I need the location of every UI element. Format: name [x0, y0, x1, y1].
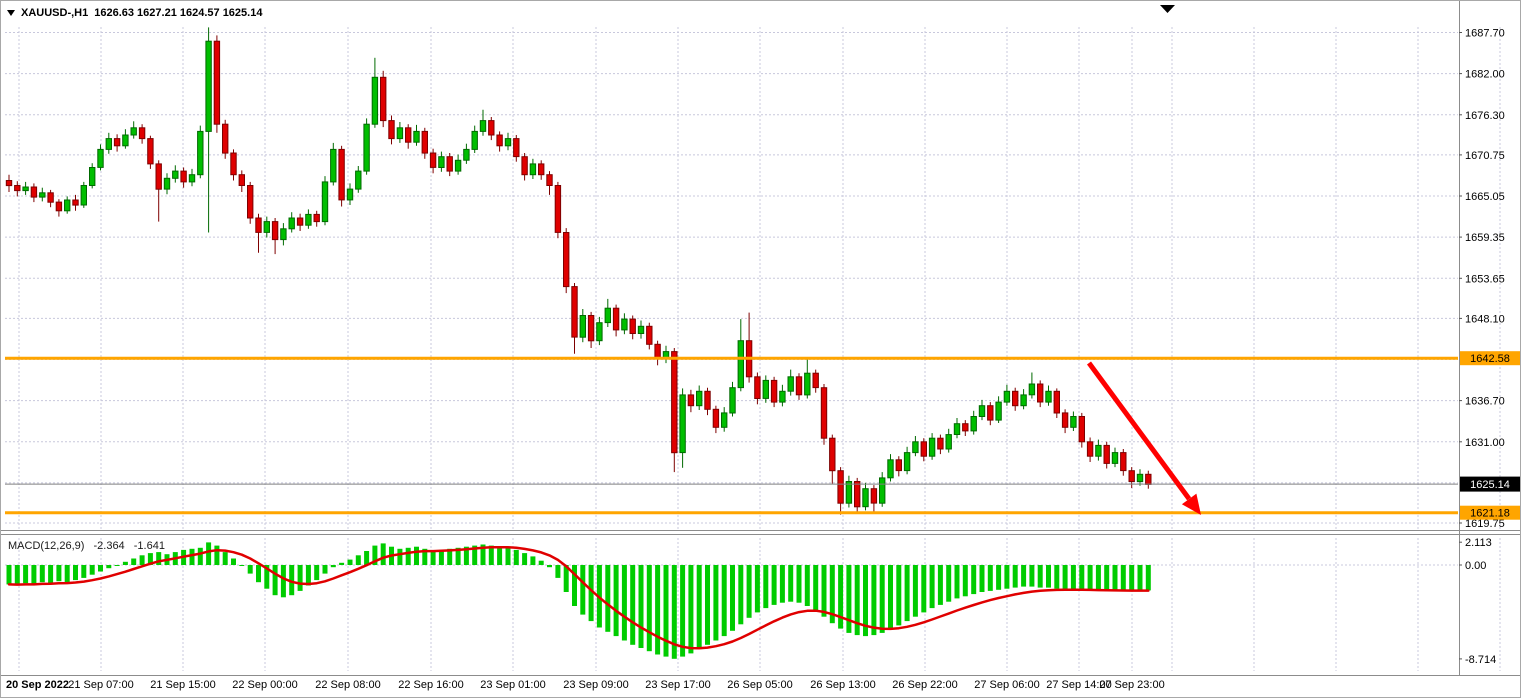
svg-text:1642.58: 1642.58	[1470, 353, 1510, 365]
svg-text:27 Sep 06:00: 27 Sep 06:00	[974, 679, 1039, 691]
panel-separators[interactable]	[1, 1, 1520, 676]
symbol-dropdown-icon[interactable]	[7, 10, 15, 16]
macd-value: -2.364	[93, 540, 125, 552]
svg-text:26 Sep 22:00: 26 Sep 22:00	[892, 679, 957, 691]
grid	[5, 27, 1501, 671]
chart-shift-icon[interactable]	[1160, 5, 1175, 13]
ohlc-readout: 1626.63 1627.21 1624.57 1625.14	[94, 7, 263, 19]
resistance-price-tag	[1460, 351, 1520, 366]
time-axis[interactable]: 20 Sep 2022 21 Sep 07:00 21 Sep 15:00 22 Se…	[6, 679, 1165, 691]
svg-text:2.113: 2.113	[1465, 537, 1492, 549]
svg-text:1687.70: 1687.70	[1465, 28, 1505, 40]
candlesticks	[5, 27, 1152, 515]
svg-text:1682.00: 1682.00	[1465, 69, 1505, 81]
svg-text:1653.65: 1653.65	[1465, 273, 1505, 285]
symbol-name: XAUUSD-,H1	[21, 7, 89, 19]
svg-text:1659.35: 1659.35	[1465, 232, 1505, 244]
symbol-label: XAUUSD-,H1 1626.63 1627.21 1624.57 1625.…	[7, 7, 262, 19]
macd-signal-line	[7, 545, 1150, 650]
macd-axis[interactable]: 2.113 0.00 -8.714	[1459, 537, 1496, 666]
svg-text:23 Sep 17:00: 23 Sep 17:00	[645, 679, 710, 691]
svg-text:22 Sep 00:00: 22 Sep 00:00	[232, 679, 297, 691]
svg-text:1670.75: 1670.75	[1465, 150, 1505, 162]
macd-histogram	[6, 542, 1151, 659]
svg-text:1665.05: 1665.05	[1465, 191, 1505, 203]
macd-name: MACD(12,26,9)	[8, 540, 85, 552]
price-tags: 1642.58 1621.18 1625.14	[1460, 351, 1520, 520]
price-axis[interactable]: 1687.70 1682.00 1676.30 1670.75 1665.05 1659.…	[1459, 28, 1505, 531]
svg-text:1619.75: 1619.75	[1465, 518, 1505, 530]
svg-text:1676.30: 1676.30	[1465, 110, 1505, 122]
svg-text:26 Sep 13:00: 26 Sep 13:00	[810, 679, 875, 691]
svg-text:22 Sep 16:00: 22 Sep 16:00	[398, 679, 463, 691]
svg-text:1631.00: 1631.00	[1465, 437, 1505, 449]
svg-text:27 Sep 23:00: 27 Sep 23:00	[1099, 679, 1164, 691]
svg-text:1648.10: 1648.10	[1465, 313, 1505, 325]
support-price-tag	[1460, 505, 1520, 520]
svg-text:23 Sep 01:00: 23 Sep 01:00	[480, 679, 545, 691]
svg-text:1636.70: 1636.70	[1465, 396, 1505, 408]
svg-text:21 Sep 15:00: 21 Sep 15:00	[150, 679, 215, 691]
svg-text:21 Sep 07:00: 21 Sep 07:00	[68, 679, 133, 691]
current-price-tag	[1460, 476, 1520, 492]
svg-text:0.00: 0.00	[1465, 560, 1486, 572]
svg-text:22 Sep 08:00: 22 Sep 08:00	[315, 679, 380, 691]
svg-text:23 Sep 09:00: 23 Sep 09:00	[563, 679, 628, 691]
svg-text:1621.18: 1621.18	[1470, 508, 1510, 520]
svg-text:26 Sep 05:00: 26 Sep 05:00	[727, 679, 792, 691]
svg-text:1625.14: 1625.14	[1470, 479, 1510, 491]
macd-indicator-label: MACD(12,26,9) -2.364 -1.641	[8, 540, 171, 552]
svg-text:27 Sep 14:00: 27 Sep 14:00	[1046, 679, 1111, 691]
trend-arrow[interactable]	[1086, 361, 1201, 515]
macd-signal-value: -1.641	[133, 540, 165, 552]
svg-text:20 Sep 2022: 20 Sep 2022	[6, 679, 69, 691]
svg-text:-8.714: -8.714	[1465, 654, 1496, 666]
